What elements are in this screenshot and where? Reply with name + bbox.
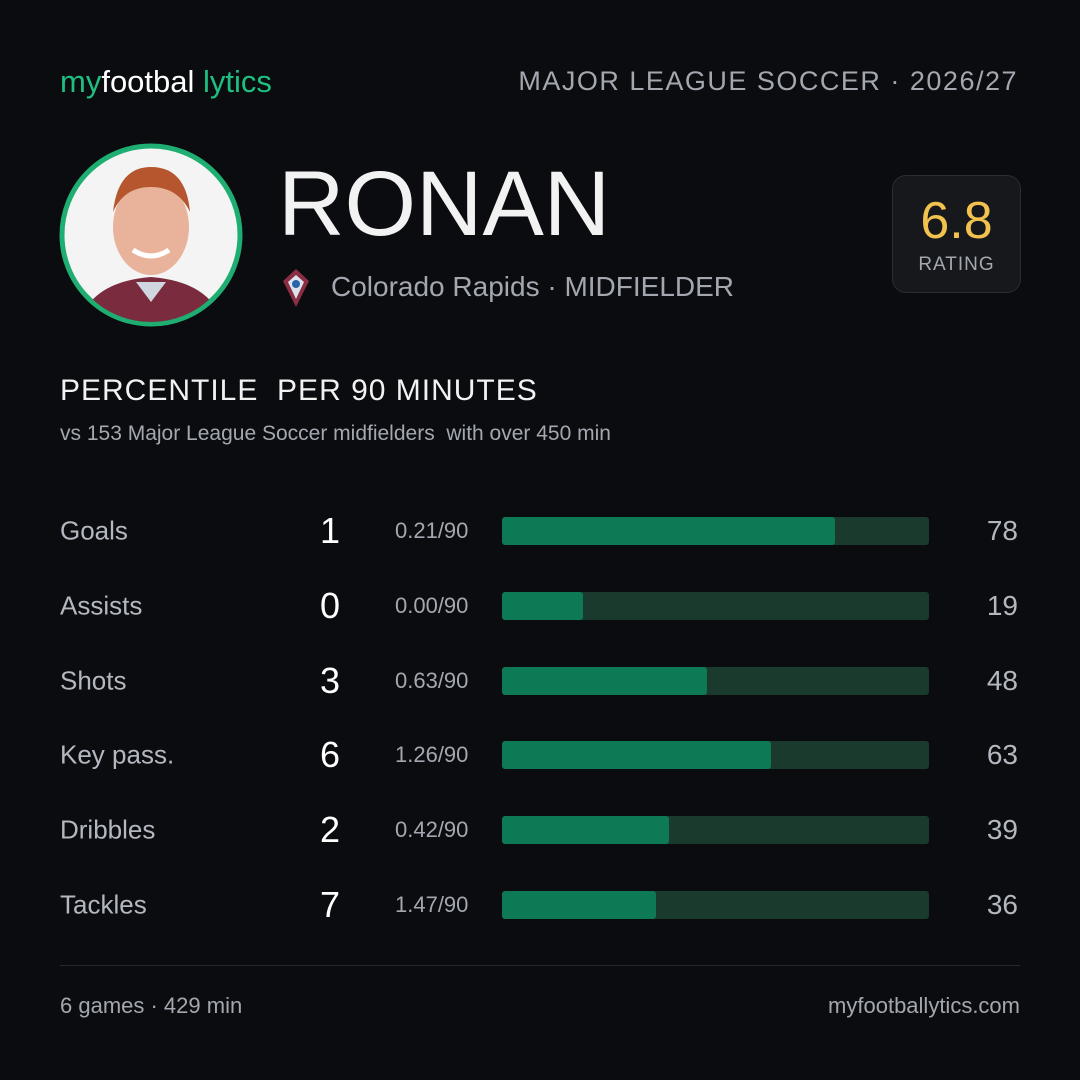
stat-percentile: 39 xyxy=(986,814,1018,846)
bar-track xyxy=(502,666,929,695)
logo-part: footbal xyxy=(101,64,195,99)
stat-per90: 1.26/90 xyxy=(395,742,469,768)
stat-count: 1 xyxy=(319,510,341,551)
rating-label: RATING xyxy=(918,254,995,275)
stat-percentile: 78 xyxy=(986,515,1018,546)
stat-percentile: 48 xyxy=(986,664,1018,696)
logo-part: my xyxy=(60,64,102,99)
stat-percentile: 63 xyxy=(986,739,1018,771)
player-name: RONAN xyxy=(278,153,611,255)
stat-count: 3 xyxy=(319,659,341,701)
footer-summary: 6 games · 429 min xyxy=(60,993,243,1018)
stat-count: 6 xyxy=(319,734,341,776)
percentile-bar xyxy=(502,891,656,919)
section-title: PERCENTILE PER 90 MINUTES xyxy=(60,374,538,407)
rating-value: 6.8 xyxy=(920,192,993,250)
bar-track xyxy=(502,591,929,620)
bar-track xyxy=(502,891,929,919)
stat-per90: 1.47/90 xyxy=(395,892,469,917)
bar-track xyxy=(502,816,929,845)
stat-label: Shots xyxy=(60,665,127,696)
stat-label: Assists xyxy=(60,590,143,621)
percentile-bar xyxy=(502,591,584,620)
percentile-bar xyxy=(502,666,707,695)
stat-label: Goals xyxy=(60,515,128,546)
stat-count: 0 xyxy=(319,584,341,626)
stat-per90: 0.21/90 xyxy=(395,518,469,543)
stat-percentile: 36 xyxy=(986,889,1018,920)
logo: myfootbal lytics xyxy=(60,64,272,100)
player-photo xyxy=(59,143,243,327)
team-position: Colorado Rapids · MIDFIELDER xyxy=(331,271,735,302)
stat-count: 2 xyxy=(319,809,341,851)
stat-label: Tackles xyxy=(60,889,147,920)
stat-label: Dribbles xyxy=(60,814,156,845)
percentile-bar xyxy=(502,741,771,770)
stat-per90: 0.63/90 xyxy=(395,667,469,693)
rating-box: 6.8 RATING xyxy=(892,175,1021,293)
stat-count: 7 xyxy=(319,884,341,925)
divider xyxy=(60,965,1020,966)
section-subtitle: vs 153 Major League Soccer midfielders w… xyxy=(60,422,611,445)
bar-track xyxy=(502,741,929,770)
stat-per90: 0.42/90 xyxy=(395,817,469,843)
percentile-bar xyxy=(502,816,669,845)
bar-track xyxy=(502,517,929,545)
team-crest xyxy=(283,269,309,307)
logo-part: lytics xyxy=(203,64,272,99)
percentile-bar xyxy=(502,517,836,545)
stat-label: Key pass. xyxy=(60,739,175,770)
league: MAJOR LEAGUE SOCCER · 2026/27 xyxy=(518,66,1018,96)
footer-site: myfootballytics.com xyxy=(828,993,1020,1018)
stat-percentile: 19 xyxy=(986,589,1018,621)
stat-per90: 0.00/90 xyxy=(395,592,469,618)
